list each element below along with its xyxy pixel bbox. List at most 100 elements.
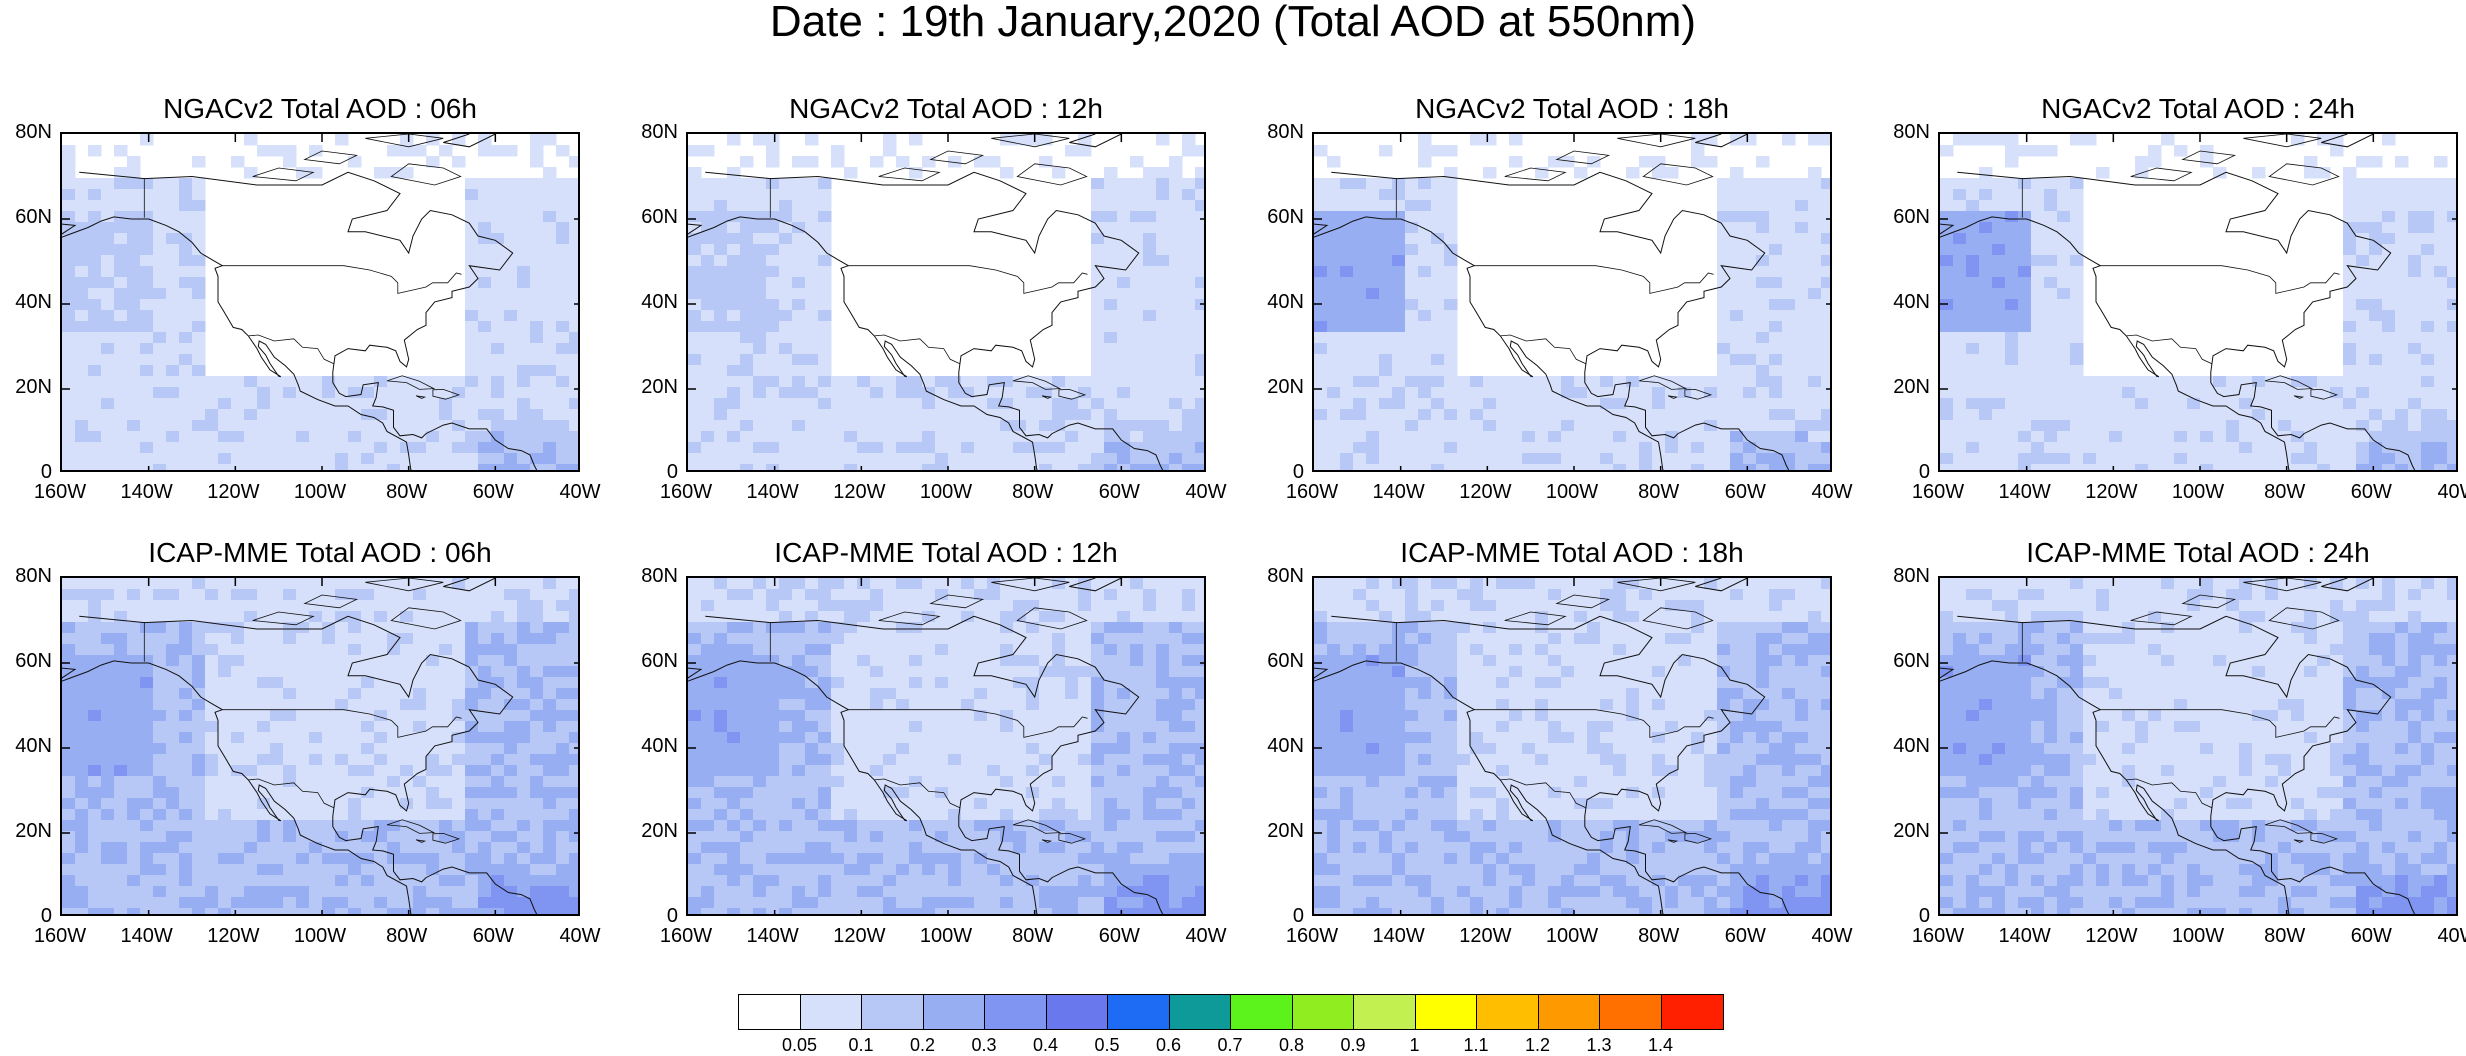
arctic-island-outline <box>1504 611 1567 626</box>
cuba-outline <box>1638 819 1688 834</box>
jamaica-outline <box>1041 839 1053 843</box>
arctic-island-outline <box>390 607 462 630</box>
panel-title: ICAP-MME Total AOD : 12h <box>774 537 1118 568</box>
arctic-island-outline <box>2243 134 2322 148</box>
jamaica-outline <box>2293 839 2305 843</box>
latitude-label: 60N <box>15 206 52 228</box>
colorbar-label: 0.4 <box>1032 1035 1059 1055</box>
colorbar-label: 1.2 <box>1524 1035 1551 1055</box>
arctic-island-outline <box>2130 611 2193 626</box>
longitude-label: 40W <box>1185 481 1227 503</box>
colorbar-label: 1.4 <box>1647 1035 1674 1055</box>
colorbar-label: 0.05 <box>781 1035 818 1055</box>
aod-map <box>686 132 1206 472</box>
longitude-label: 120W <box>2085 481 2138 503</box>
longitude-label: 120W <box>207 925 260 947</box>
longitude-label: 160W <box>1911 925 1965 947</box>
latitude-label: 60N <box>641 206 678 228</box>
colorbar-label: 0.8 <box>1278 1035 1305 1055</box>
us-canada-border <box>2100 265 2340 294</box>
atlantic-coastline <box>1331 615 1790 914</box>
colorbar-swatch <box>862 995 924 1029</box>
latitude-label: 20N <box>1267 376 1304 398</box>
aod-map <box>686 576 1206 916</box>
latitude-label: 0 <box>666 461 678 483</box>
panel-title: NGACv2 Total AOD : 24h <box>2041 93 2355 124</box>
arctic-island-outline <box>390 163 462 186</box>
longitude-label: 80W <box>2264 925 2306 947</box>
jamaica-outline <box>1041 395 1053 399</box>
pacific-coastline <box>688 199 1039 470</box>
latitude-label: 60N <box>15 650 52 672</box>
panel-title: NGACv2 Total AOD : 18h <box>1415 93 1729 124</box>
colorbar-label: 1.1 <box>1463 1035 1489 1055</box>
arctic-island-outline <box>303 150 359 165</box>
latitude-label: 0 <box>40 905 52 927</box>
us-canada-border <box>848 709 1088 738</box>
arctic-island-outline <box>252 167 315 182</box>
hispaniola-outline <box>432 832 461 844</box>
arctic-island-outline <box>365 578 444 592</box>
aod-field <box>62 578 578 914</box>
longitude-label: 140W <box>1998 481 2051 503</box>
map-panel: ICAP-MME Total AOD : 06h 80N 60N 40N 20N 0 160… <box>0 536 600 1016</box>
arctic-island-outline <box>365 134 444 148</box>
greenland-coast <box>2321 578 2374 592</box>
aod-field <box>688 134 1204 470</box>
colorbar-label: 0.9 <box>1340 1035 1366 1055</box>
longitude-label: 160W <box>1911 481 1965 503</box>
arctic-island-outline <box>878 611 941 626</box>
latitude-label: 40N <box>1267 735 1304 757</box>
latitude-label: 60N <box>1267 206 1304 228</box>
aod-field <box>1940 134 2456 470</box>
greenland-coast <box>1069 134 1122 148</box>
cuba-outline <box>2264 375 2314 390</box>
us-mexico-border <box>874 778 961 809</box>
longitude-label: 40W <box>1811 481 1853 503</box>
atlantic-coastline <box>79 171 538 470</box>
aod-map <box>1312 132 1832 472</box>
arctic-island-outline <box>252 611 315 626</box>
latitude-label: 0 <box>1918 905 1930 927</box>
arctic-island-outline <box>991 134 1070 148</box>
atlantic-coastline <box>1957 615 2416 914</box>
colorbar-swatch <box>800 995 862 1029</box>
us-mexico-border <box>1500 334 1587 365</box>
latitude-label: 80N <box>641 121 678 143</box>
latitude-label: 60N <box>1267 650 1304 672</box>
colorbar-swatch <box>985 995 1047 1029</box>
atlantic-coastline <box>705 615 1164 914</box>
latitude-label: 80N <box>641 565 678 587</box>
us-canada-border <box>1474 709 1714 738</box>
colorbar-swatch <box>1292 995 1354 1029</box>
map-panel: ICAP-MME Total AOD : 12h 80N 60N 40N 20N 0 160… <box>626 536 1226 1016</box>
longitude-label: 80W <box>1012 925 1054 947</box>
us-canada-border <box>2100 709 2340 738</box>
latitude-label: 40N <box>641 291 678 313</box>
longitude-label: 120W <box>833 925 886 947</box>
latitude-label: 20N <box>15 820 52 842</box>
colorbar-swatch <box>1538 995 1600 1029</box>
longitude-label: 160W <box>1285 925 1339 947</box>
longitude-label: 60W <box>1098 925 1140 947</box>
aod-map <box>1312 576 1832 916</box>
latitude-label: 0 <box>1292 905 1304 927</box>
longitude-label: 120W <box>2085 925 2138 947</box>
us-canada-border <box>848 265 1088 294</box>
latitude-label: 0 <box>1292 461 1304 483</box>
aod-map <box>60 576 580 916</box>
arctic-island-outline <box>929 150 985 165</box>
panel-title: ICAP-MME Total AOD : 06h <box>148 537 492 568</box>
hispaniola-outline <box>1684 832 1713 844</box>
jamaica-outline <box>415 395 427 399</box>
longitude-label: 40W <box>1811 925 1853 947</box>
latitude-label: 40N <box>641 735 678 757</box>
longitude-label: 100W <box>1545 481 1599 503</box>
us-canada-border <box>1474 265 1714 294</box>
arctic-island-outline <box>1504 167 1567 182</box>
longitude-label: 80W <box>386 925 428 947</box>
aod-field <box>1940 578 2456 914</box>
arctic-island-outline <box>1016 607 1088 630</box>
longitude-label: 120W <box>1459 925 1512 947</box>
longitude-label: 40W <box>1185 925 1227 947</box>
